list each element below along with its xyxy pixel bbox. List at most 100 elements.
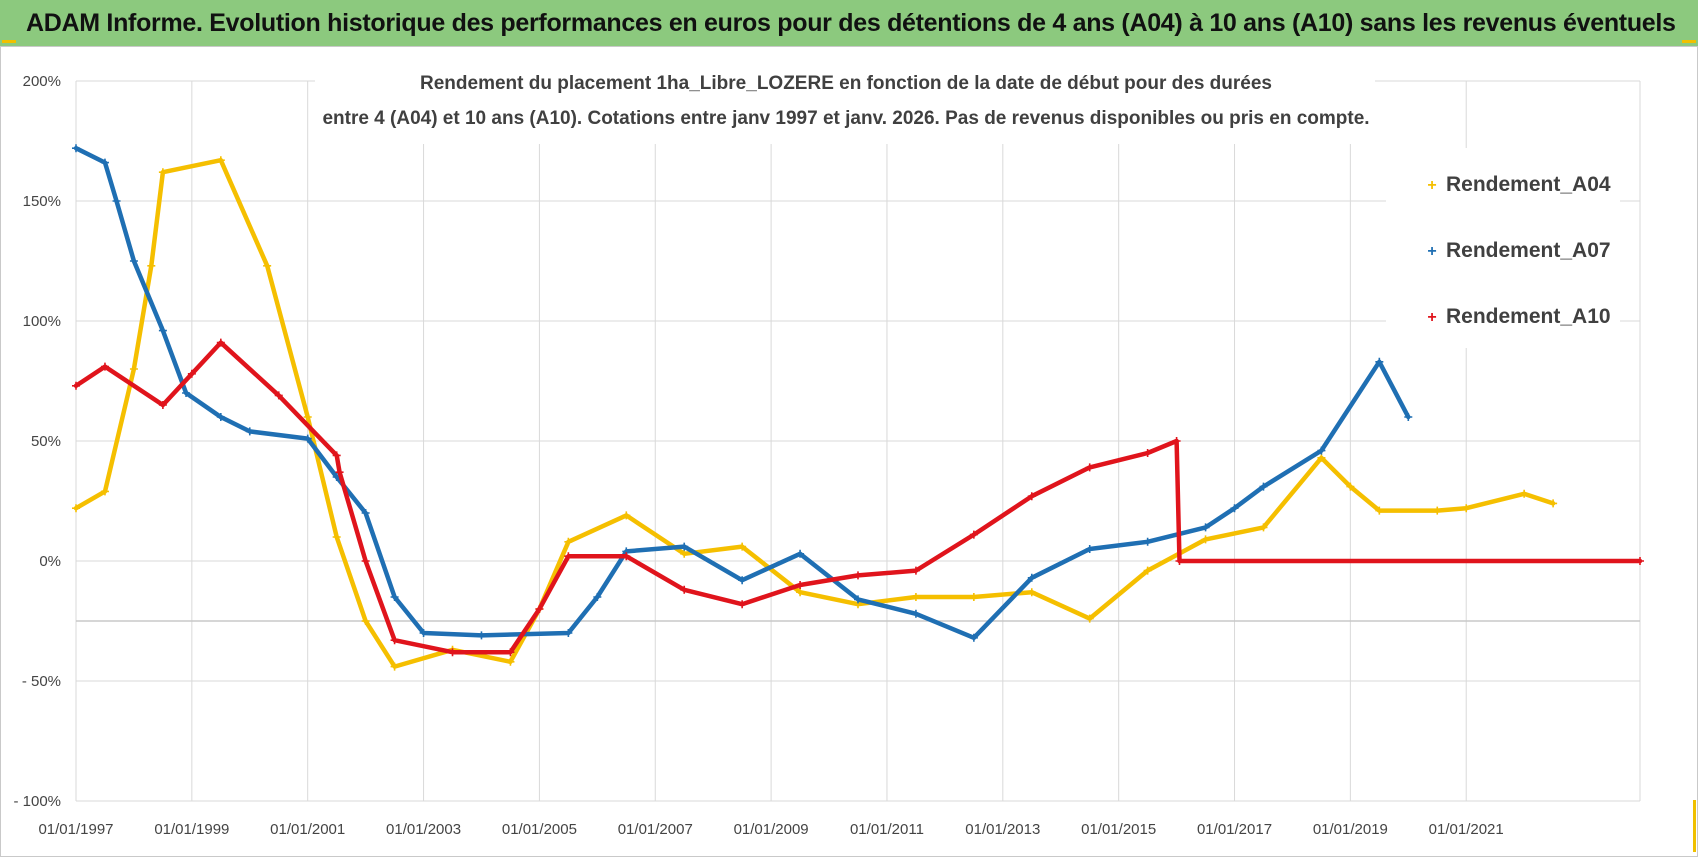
data-point-a10 [1143,449,1152,457]
data-point-a10 [274,391,283,400]
data-point-a04 [1143,566,1152,575]
data-point-a10 [361,557,370,565]
data-point-a07 [1404,413,1413,421]
data-point-a07 [390,593,399,601]
series-line-a07 [73,145,1411,641]
data-point-a10 [854,571,862,580]
data-point-a07 [969,633,978,642]
data-point-a07 [1317,446,1326,455]
data-point-a10 [506,648,515,657]
y-tick-label: 200% [23,73,61,90]
x-tick-label: 01/01/2009 [734,821,809,838]
data-point-a04 [911,593,920,601]
data-point-a10 [1085,463,1094,472]
data-point-a07 [564,629,573,637]
data-point-a04 [332,533,341,541]
x-tick-label: 01/01/2005 [502,821,577,838]
x-tick-label: 01/01/1999 [154,821,229,838]
data-point-a10 [100,362,109,371]
data-point-a04 [1520,489,1529,498]
y-tick-label: - 50% [22,673,61,690]
legend: + Rendement_A04 + Rendement_A07 + Rendem… [1386,148,1620,348]
data-point-a10 [390,636,399,645]
data-point-a10 [1175,557,1184,565]
corner-mark-top-right [1682,40,1696,43]
chart-title-line-1: Rendement du placement 1ha_Libre_LOZERE … [420,73,1272,94]
series-a04 [72,156,1558,671]
data-point-a07 [216,413,225,421]
chart-title-line-2: entre 4 (A04) et 10 ans (A10). Cotations… [322,108,1369,129]
data-point-a07 [72,144,80,153]
data-point-a10 [1636,557,1644,565]
data-point-a07 [796,549,805,558]
data-point-a10 [969,530,978,539]
data-point-a07 [245,427,254,436]
data-point-a04 [1085,614,1094,623]
data-point-a10 [1027,492,1036,501]
data-point-a07 [1259,482,1268,491]
data-point-a10 [72,381,80,390]
x-tick-label: 01/01/2013 [965,821,1040,838]
data-point-a07 [477,631,486,640]
data-point-a04 [100,487,109,496]
data-point-a07 [1375,357,1384,366]
corner-mark-bottom-right [1693,800,1696,852]
title-banner: ADAM Informe. Evolution historique des p… [0,0,1698,47]
data-point-a07 [1201,523,1210,532]
data-point-a07 [419,629,428,637]
series-a10 [72,338,1644,657]
data-point-a07 [158,326,167,335]
x-tick-label: 01/01/2021 [1429,821,1504,838]
data-point-a04 [1346,482,1355,491]
x-tick-label: 01/01/2019 [1313,821,1388,838]
data-point-a04 [303,413,312,421]
legend-label-a04: Rendement_A04 [1446,173,1611,196]
chart-title-block: Rendement du placement 1ha_Libre_LOZERE … [315,62,1375,144]
data-point-a10 [564,552,573,561]
x-tick-label: 01/01/2007 [618,821,693,838]
data-point-a10 [911,566,920,575]
y-tick-label: - 100% [13,793,61,810]
data-point-a07 [100,158,109,167]
x-tick-label: 01/01/2015 [1081,821,1156,838]
data-point-a10 [187,369,196,378]
x-tick-label: 01/01/2017 [1197,821,1272,838]
x-axis-labels: 01/01/1997 01/01/1999 01/01/2001 01/01/2003… [38,821,1503,838]
data-point-a10 [796,581,805,589]
data-point-a04 [969,593,978,601]
data-point-a04 [361,617,370,625]
data-point-a07 [1230,504,1239,513]
data-point-a10 [680,585,689,594]
data-point-a07 [182,389,191,397]
data-point-a10 [622,552,631,561]
chart-title-background [315,62,1375,144]
y-tick-label: 50% [31,433,61,450]
data-point-a07 [911,609,920,618]
corner-mark-top-left [2,40,16,43]
series-line-a04 [73,157,1556,669]
data-point-a04 [622,511,631,520]
data-point-a07 [129,257,138,265]
banner-title: ADAM Informe. Evolution historique des p… [26,9,1676,37]
data-point-a04 [72,504,80,513]
legend-marker-a07: + [1427,243,1436,260]
data-point-a04 [1259,523,1268,532]
data-point-a07 [680,542,689,551]
data-point-a10 [158,401,167,409]
y-tick-label: 100% [23,313,61,330]
x-tick-label: 01/01/1997 [38,821,113,838]
data-point-a07 [593,593,602,601]
data-point-a10 [1172,437,1181,445]
data-point-a04 [796,588,805,597]
data-point-a07 [361,509,370,517]
legend-marker-a04: + [1427,177,1436,194]
data-point-a04 [216,156,225,165]
data-point-a07 [1143,537,1152,546]
data-point-a07 [1085,545,1094,553]
data-point-a04 [1433,506,1442,515]
data-point-a07 [112,197,121,205]
x-tick-label: 01/01/2011 [850,821,924,838]
data-point-a04 [564,537,573,546]
data-point-a04 [263,261,272,270]
